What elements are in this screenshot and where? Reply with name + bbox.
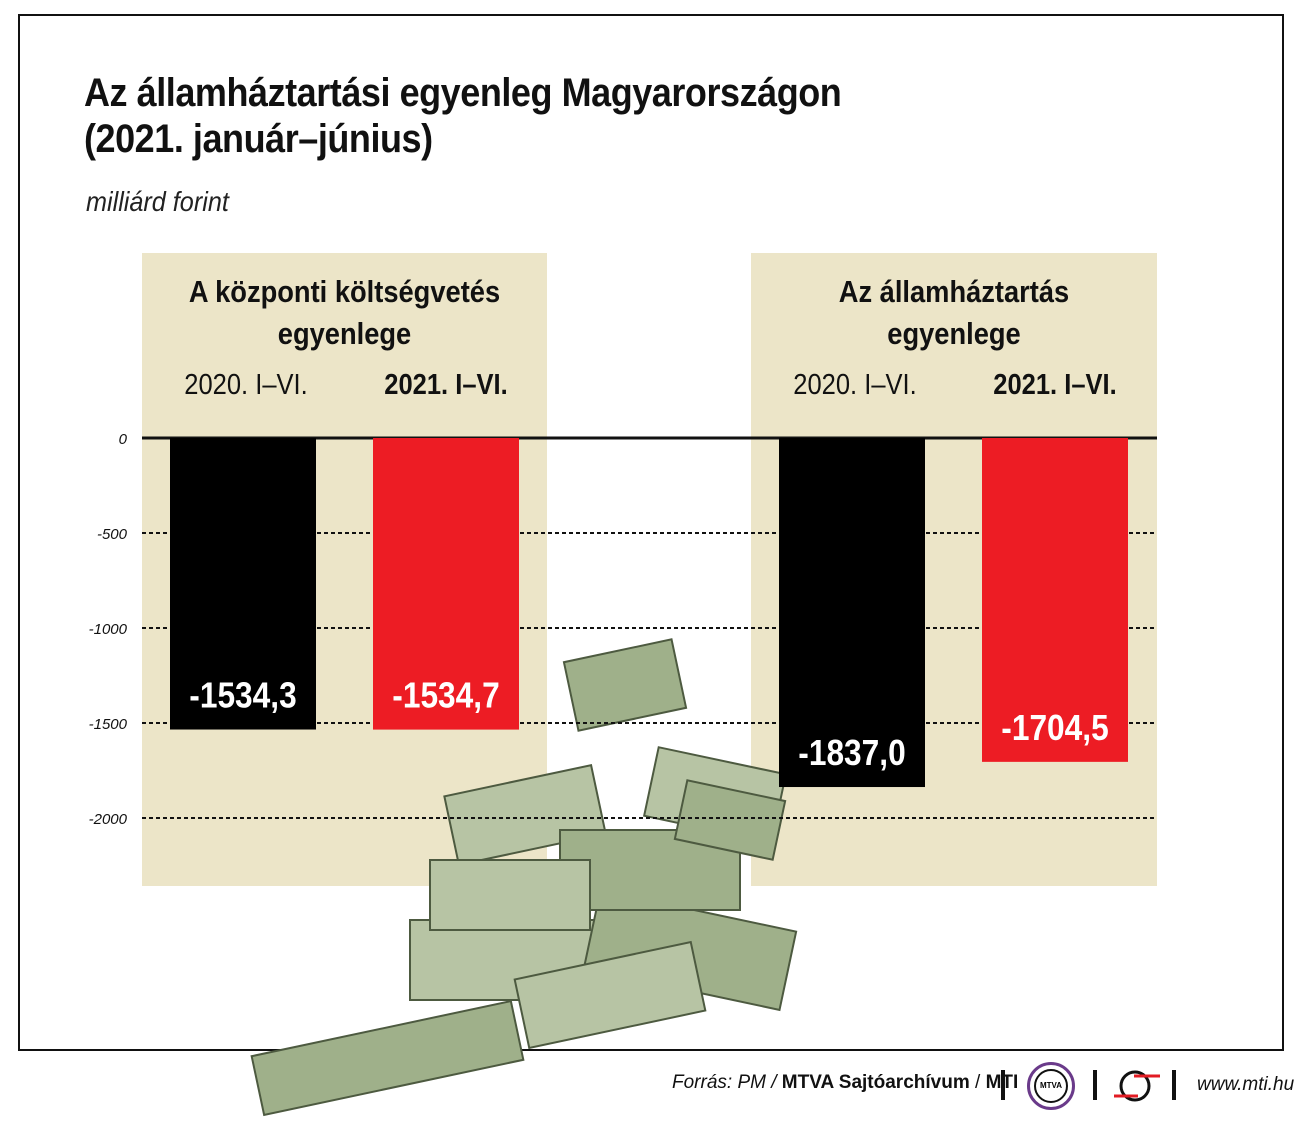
money-stack-icon <box>673 779 787 861</box>
data-label: -1534,3 <box>189 676 296 716</box>
bar <box>373 438 519 730</box>
money-stack-icon <box>250 999 525 1117</box>
bar <box>779 438 925 788</box>
y-tick-label: -1000 <box>89 621 128 638</box>
y-tick-label: -2000 <box>89 811 128 828</box>
label-2020: 2020. I–VI. <box>184 369 308 401</box>
bar <box>982 438 1128 762</box>
label-2021: 2021. I–VI. <box>384 369 508 401</box>
money-stack-icon <box>429 859 591 931</box>
title-line-2: (2021. január–június) <box>84 117 433 161</box>
bar <box>170 438 316 730</box>
source-archive: MTVA Sajtóarchívum <box>781 1072 970 1093</box>
mti-logo-icon <box>1114 1070 1160 1102</box>
chart-title: Az államháztartási egyenleg Magyarország… <box>84 70 842 162</box>
y-tick-label: -1500 <box>89 716 128 733</box>
y-tick-label: -500 <box>97 526 128 543</box>
footer: Forrás: PM / MTVA Sajtóarchívum / MTI <box>672 1072 1018 1094</box>
panel-title: A központi költségvetés egyenlege <box>188 274 501 351</box>
y-tick-label: 0 <box>119 431 128 448</box>
divider <box>1001 1070 1005 1100</box>
money-stack-icon <box>562 638 688 732</box>
divider <box>1093 1070 1097 1100</box>
mtva-logo: MTVA <box>1027 1062 1075 1110</box>
money-stack-icon <box>513 940 707 1050</box>
data-label: -1704,5 <box>1001 708 1108 748</box>
data-label: -1534,7 <box>392 676 499 716</box>
frame <box>18 14 1284 1051</box>
divider <box>1172 1070 1176 1100</box>
unit-label: milliárd forint <box>86 186 229 217</box>
label-2021: 2021. I–VI. <box>993 369 1117 401</box>
data-label: -1837,0 <box>798 733 905 773</box>
source-prefix: Forrás: PM / <box>672 1072 777 1093</box>
mtva-logo-text: MTVA <box>1034 1069 1068 1103</box>
source-separator: / <box>975 1072 981 1093</box>
panel-title: Az államháztartás egyenlege <box>838 274 1070 351</box>
title-line-1: Az államháztartási egyenleg Magyarország… <box>84 71 842 115</box>
label-2020: 2020. I–VI. <box>793 369 917 401</box>
website-link[interactable]: www.mti.hu <box>1197 1074 1295 1095</box>
